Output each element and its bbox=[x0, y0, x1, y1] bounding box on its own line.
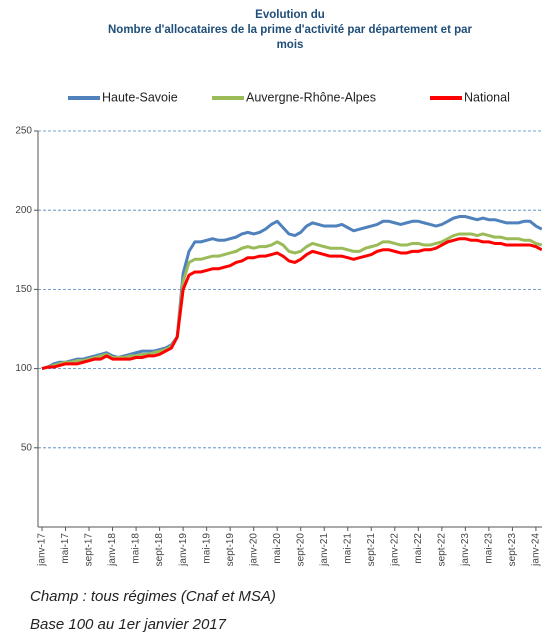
x-tick-label: janv-19 bbox=[178, 533, 189, 567]
footnote: Base 100 au 1er janvier 2017 bbox=[30, 616, 227, 633]
y-tick-label: 250 bbox=[15, 126, 32, 137]
y-tick-label: 100 bbox=[15, 363, 32, 374]
x-tick-label: sept-22 bbox=[436, 533, 447, 567]
x-tick-label: mai-19 bbox=[201, 533, 212, 564]
chart-title: Nombre d'allocataires de la prime d'acti… bbox=[108, 24, 473, 36]
series-line bbox=[41, 237, 542, 371]
x-tick-label: sept-18 bbox=[154, 533, 165, 567]
footnote: Champ : tous régimes (Cnaf et MSA) bbox=[30, 588, 276, 605]
series-line bbox=[41, 232, 542, 371]
legend-label: Auvergne-Rhône-Alpes bbox=[246, 90, 376, 104]
x-tick-label: janv-24 bbox=[531, 533, 542, 567]
x-tick-label: sept-19 bbox=[225, 533, 236, 567]
x-tick-label: janv-20 bbox=[248, 533, 259, 567]
x-tick-label: mai-22 bbox=[413, 533, 424, 564]
x-tick-label: sept-23 bbox=[507, 533, 518, 567]
x-tick-label: mai-20 bbox=[272, 533, 283, 564]
chart-title: mois bbox=[277, 39, 304, 51]
y-tick-label: 150 bbox=[15, 284, 32, 295]
chart-title: Evolution du bbox=[255, 9, 325, 21]
y-tick-label: 200 bbox=[15, 205, 32, 216]
x-tick-label: janv-17 bbox=[37, 533, 48, 567]
x-tick-label: sept-21 bbox=[366, 533, 377, 567]
y-tick-label: 50 bbox=[21, 442, 33, 453]
x-tick-label: janv-18 bbox=[107, 533, 118, 567]
x-tick-label: janv-22 bbox=[389, 533, 400, 567]
legend-label: Haute-Savoie bbox=[102, 90, 178, 104]
x-tick-label: mai-23 bbox=[484, 533, 495, 564]
x-tick-label: mai-18 bbox=[131, 533, 142, 564]
x-tick-label: janv-21 bbox=[319, 533, 330, 567]
legend-label: National bbox=[464, 90, 510, 104]
x-tick-label: sept-17 bbox=[84, 533, 95, 567]
x-tick-label: mai-21 bbox=[342, 533, 353, 564]
x-tick-label: mai-17 bbox=[60, 533, 71, 564]
x-tick-label: sept-20 bbox=[295, 533, 306, 567]
x-tick-label: janv-23 bbox=[460, 533, 471, 567]
series-line bbox=[41, 215, 542, 371]
